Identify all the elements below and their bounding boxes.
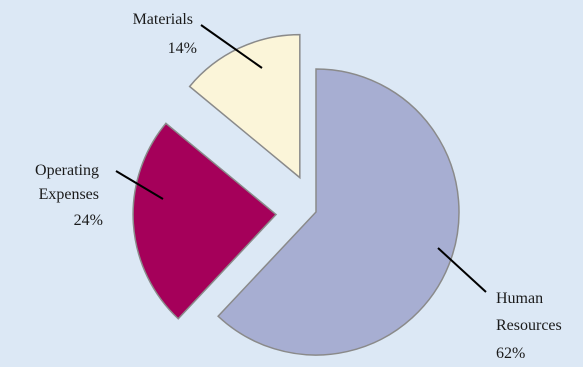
leader-human-resources xyxy=(437,247,487,293)
slice-human-resources xyxy=(217,68,460,356)
label-human-resources: Human Resources 62% xyxy=(496,290,566,362)
pie-slices xyxy=(132,33,460,356)
slice-materials xyxy=(188,33,301,180)
value-human-resources: 62% xyxy=(496,345,525,362)
slice-operating-expenses xyxy=(132,122,278,320)
label-materials: Materials 14% xyxy=(133,11,197,57)
leader-operating-expenses xyxy=(115,170,164,200)
value-materials: 14% xyxy=(168,40,197,57)
leader-lines xyxy=(115,24,487,293)
label-operating-expenses: Operating Expenses 24% xyxy=(35,162,103,229)
value-operating-expenses: 24% xyxy=(74,212,103,229)
leader-materials xyxy=(200,24,263,69)
